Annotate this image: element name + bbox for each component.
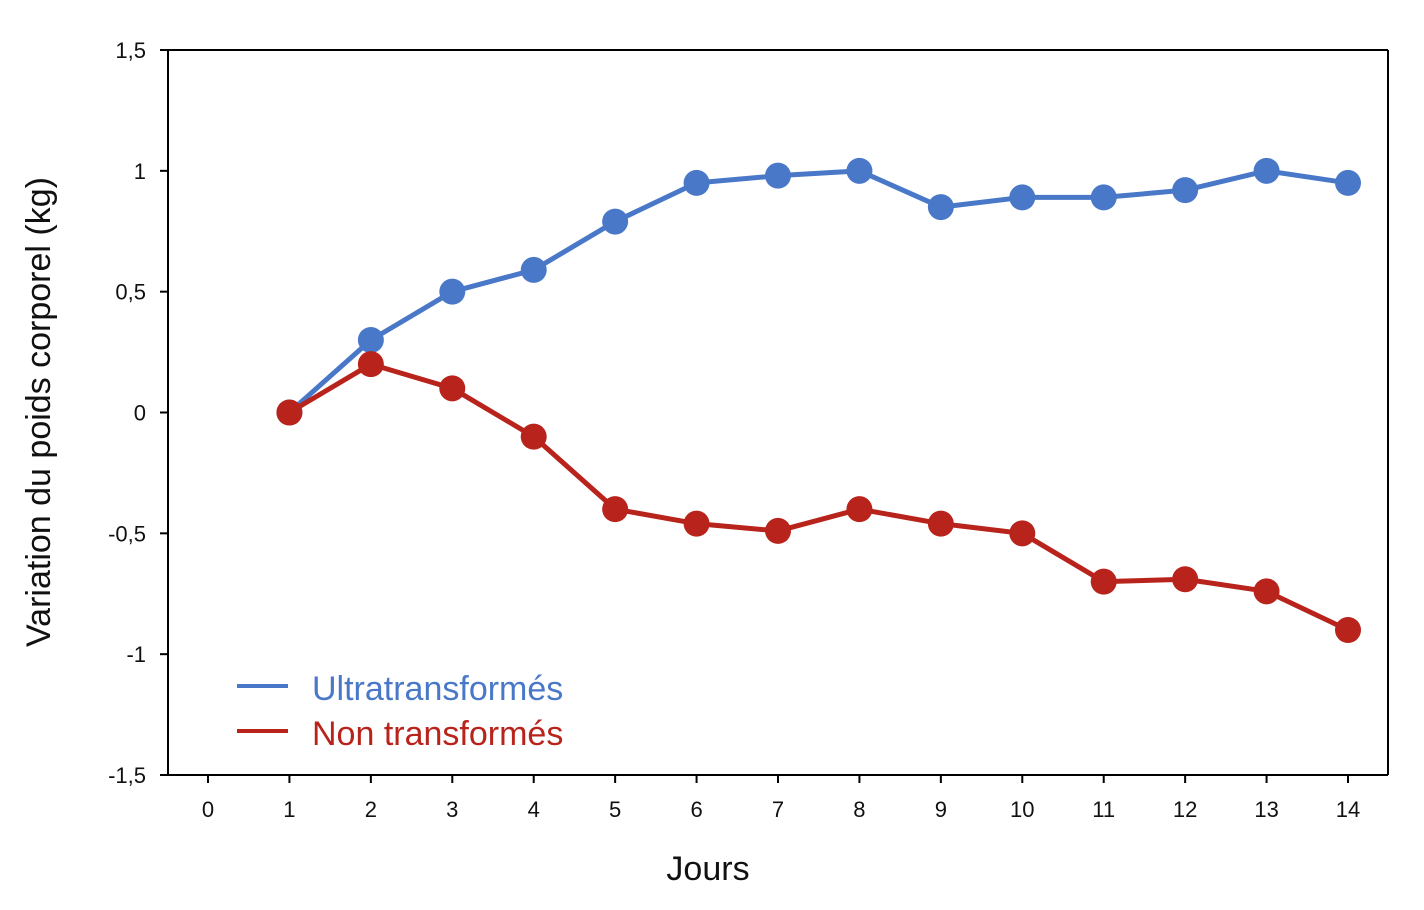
data-point: [683, 169, 710, 196]
data-point: [276, 399, 303, 426]
x-tick-label: 12: [1173, 797, 1197, 822]
y-tick-label: 0,5: [115, 280, 146, 305]
data-point: [357, 327, 384, 353]
data-point: [927, 510, 954, 537]
x-tick-label: 5: [609, 797, 621, 822]
legend-label: Ultratransformés: [312, 670, 563, 708]
data-point: [520, 423, 547, 450]
data-point: [1172, 566, 1199, 593]
x-tick-label: 7: [772, 797, 784, 822]
data-point: [439, 375, 466, 402]
legend-label: Non transformés: [312, 715, 563, 753]
x-axis-title: Jours: [666, 850, 749, 888]
x-tick-label: 13: [1254, 797, 1278, 822]
data-point: [1090, 568, 1117, 595]
data-point: [927, 194, 954, 221]
data-point: [357, 351, 384, 378]
series-layer: [276, 157, 1361, 643]
data-point: [1009, 520, 1036, 547]
y-axis-title: Variation du poids corporel (kg): [20, 177, 58, 647]
x-axis-ticks: 0 1 2 3 4 5 6 7 8 9 10 11 12 13 14: [202, 775, 1360, 822]
y-tick-label: -1,5: [108, 763, 146, 788]
axes: [167, 49, 1389, 776]
series-line: [288, 361, 1350, 633]
x-tick-label: 4: [528, 797, 540, 822]
data-point: [1335, 617, 1361, 643]
data-point: [1253, 578, 1280, 605]
legend-item: Non transformés: [237, 715, 563, 753]
x-tick-label: 14: [1336, 797, 1360, 822]
series-non-transformes: [276, 351, 1361, 643]
data-point: [602, 208, 629, 235]
x-tick-label: 9: [935, 797, 947, 822]
series-line: [287, 168, 1349, 415]
data-point: [846, 496, 873, 523]
data-point: [765, 517, 791, 544]
series-ultratransformes: [276, 157, 1361, 426]
x-tick-label: 8: [853, 797, 865, 822]
data-point: [846, 157, 873, 184]
data-point: [1253, 157, 1280, 184]
x-tick-label: 11: [1092, 797, 1115, 822]
data-point: [602, 496, 629, 523]
x-tick-label: 6: [690, 797, 702, 822]
legend-item: Ultratransformés: [237, 670, 563, 708]
data-point: [1009, 184, 1036, 211]
x-tick-label: 0: [202, 797, 214, 822]
data-point: [1335, 169, 1361, 196]
x-tick-label: 1: [283, 797, 295, 822]
data-point: [1090, 184, 1117, 211]
data-point: [683, 510, 710, 537]
y-tick-label: 0: [134, 401, 146, 426]
data-point: [1172, 177, 1199, 204]
data-point: [520, 256, 547, 283]
y-tick-label: 1: [134, 159, 146, 184]
y-tick-label: -0,5: [108, 521, 146, 546]
data-point: [439, 278, 466, 305]
x-tick-label: 3: [446, 797, 458, 822]
x-tick-label: 10: [1010, 797, 1034, 822]
y-tick-label: -1: [126, 642, 146, 667]
data-point: [765, 162, 791, 189]
x-tick-label: 2: [365, 797, 377, 822]
legend: Ultratransformés Non transformés: [237, 670, 563, 753]
y-axis-ticks: 1,5 1 0,5 0 -0,5 -1 -1,5: [108, 38, 168, 788]
y-tick-label: 1,5: [115, 38, 146, 63]
